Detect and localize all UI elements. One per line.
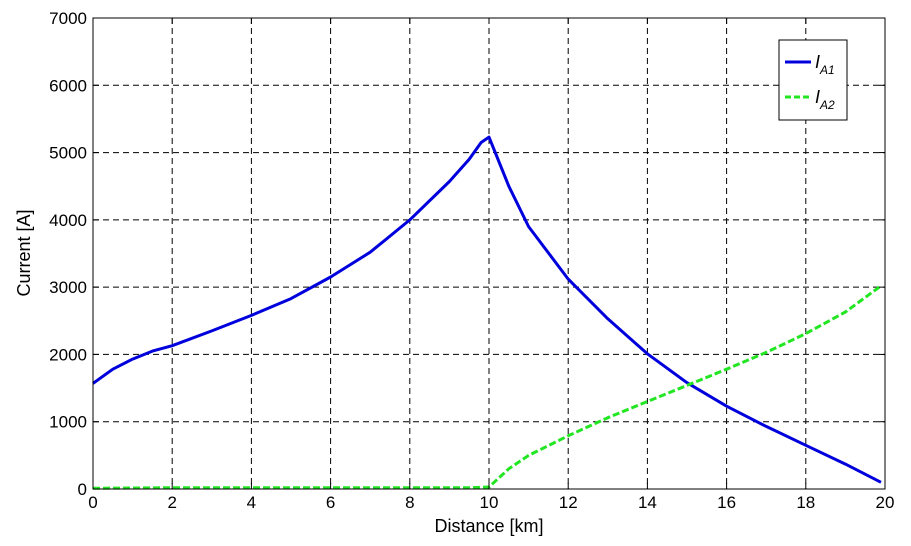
x-tick-label: 2 (167, 493, 176, 512)
series-group (92, 135, 882, 490)
y-tick-label: 1000 (49, 413, 87, 432)
x-tick-label: 12 (559, 493, 578, 512)
x-tick-label: 14 (638, 493, 657, 512)
y-axis-ticks: 0 1000 2000 3000 4000 5000 6000 7000 (49, 9, 885, 499)
legend-label-ia1-sub: A1 (819, 63, 835, 77)
legend-label-ia1-main: I (815, 52, 820, 72)
y-tick-label: 3000 (49, 278, 87, 297)
legend-label-ia2: IA2 (815, 87, 835, 112)
y-tick-label: 0 (78, 480, 87, 499)
legend-label-ia1: IA1 (815, 52, 835, 77)
y-tick-label: 6000 (49, 76, 87, 95)
x-tick-label: 18 (796, 493, 815, 512)
x-axis-label: Distance [km] (434, 516, 543, 536)
y-tick-label: 4000 (49, 211, 87, 230)
legend-label-ia2-sub: A2 (819, 98, 835, 112)
legend-box (778, 39, 848, 121)
legend-label-ia2-main: I (815, 87, 820, 107)
x-tick-label: 4 (247, 493, 256, 512)
y-tick-label: 5000 (49, 144, 87, 163)
y-axis-label: Current [A] (14, 209, 34, 296)
y-tick-label: 2000 (49, 345, 87, 364)
series-line-ia1 (92, 135, 882, 484)
x-tick-label: 6 (326, 493, 335, 512)
y-tick-label: 7000 (49, 9, 87, 28)
series-line-ia2 (92, 284, 882, 490)
x-tick-label: 10 (480, 493, 499, 512)
grid-lines (93, 18, 885, 489)
x-tick-label: 0 (88, 493, 97, 512)
x-tick-label: 20 (876, 493, 895, 512)
legend: IA1 IA2 (778, 39, 848, 121)
x-axis-ticks: 0 2 4 6 8 10 12 14 16 18 20 (88, 18, 894, 512)
x-tick-label: 8 (405, 493, 414, 512)
x-tick-label: 16 (717, 493, 736, 512)
